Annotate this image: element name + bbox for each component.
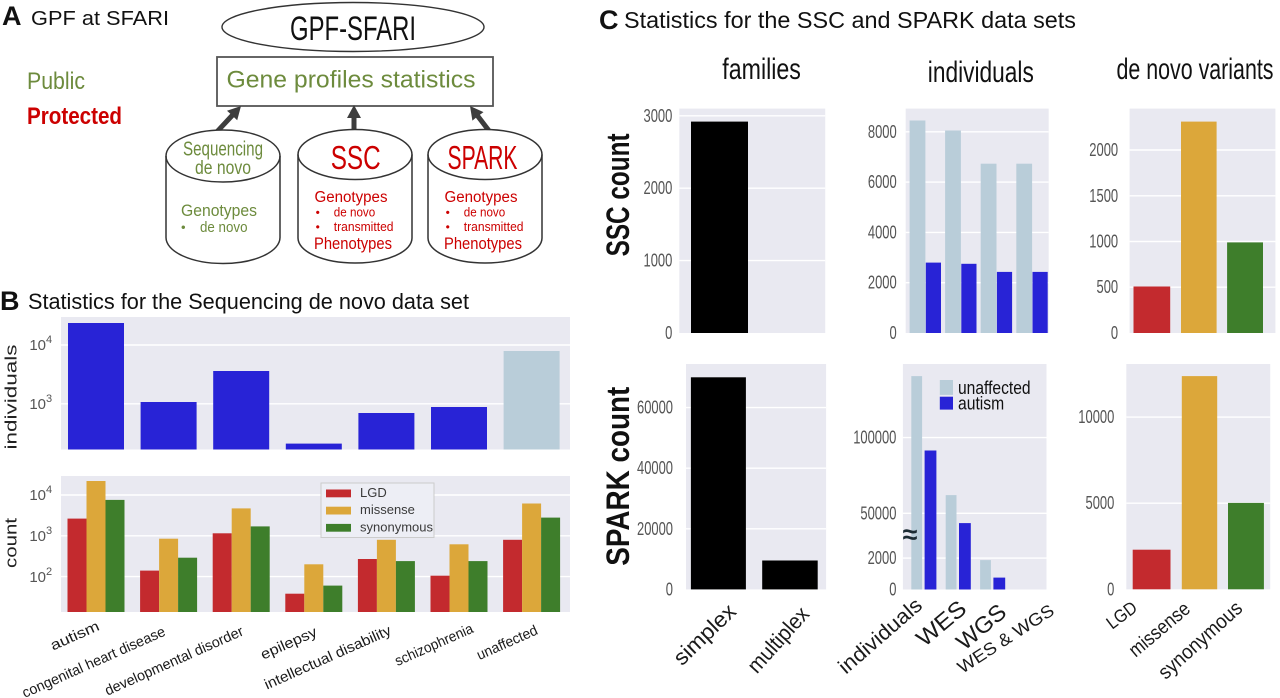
svg-text:50000: 50000 [860,503,896,523]
svg-text:de novo variants: de novo variants [1117,53,1274,86]
svg-text:missense: missense [360,502,415,517]
svg-text:10: 10 [29,528,46,545]
svg-text:6000: 6000 [868,172,897,192]
svg-text:2000: 2000 [868,273,897,293]
svg-text:GPF-SFARI: GPF-SFARI [290,10,416,48]
svg-text:C: C [599,5,619,35]
svg-text:families: families [722,53,801,86]
svg-text:synonymous: synonymous [360,519,433,534]
svg-text:≈: ≈ [903,520,918,550]
svg-text:•: • [446,220,450,234]
svg-text:de novo: de novo [195,158,251,179]
svg-text:0: 0 [665,323,672,343]
svg-text:3: 3 [46,393,52,405]
svg-text:B: B [0,286,20,316]
svg-text:•: • [446,206,450,220]
svg-text:2000: 2000 [868,548,897,568]
svg-text:100000: 100000 [853,428,896,448]
svg-text:8000: 8000 [868,122,897,142]
svg-text:autism: autism [958,394,1004,414]
svg-text:0: 0 [1107,579,1114,599]
svg-text:3: 3 [46,525,52,537]
svg-text:40000: 40000 [637,458,673,478]
svg-text:Public: Public [27,68,85,95]
svg-text:individuals: individuals [2,345,21,450]
svg-text:10: 10 [29,569,46,586]
svg-text:Phenotypes: Phenotypes [314,235,392,253]
svg-text:10000: 10000 [1078,407,1114,427]
svg-text:individuals: individuals [928,56,1034,89]
svg-text:1000: 1000 [644,251,673,271]
svg-text:Phenotypes: Phenotypes [444,235,522,253]
svg-text:0: 0 [889,580,896,600]
svg-text:5000: 5000 [1086,493,1115,513]
svg-text:Genotypes: Genotypes [445,189,518,206]
svg-text:•: • [181,220,186,235]
svg-text:0: 0 [890,323,897,343]
svg-text:4: 4 [46,484,52,496]
svg-text:3000: 3000 [644,106,673,126]
svg-text:SSC: SSC [331,140,381,177]
svg-text:de novo: de novo [334,205,375,220]
svg-text:transmitted: transmitted [334,219,394,234]
svg-text:2000: 2000 [1089,140,1118,160]
svg-text:2: 2 [46,566,52,578]
svg-text:de novo: de novo [200,220,248,236]
svg-text:de novo: de novo [464,205,505,220]
svg-text:Statistics for the Sequencing: Statistics for the Sequencing de novo da… [28,289,470,314]
svg-text:20000: 20000 [637,519,673,539]
svg-text:Gene profiles statistics: Gene profiles statistics [227,67,476,94]
svg-text:0: 0 [1111,323,1118,343]
svg-text:SSC count: SSC count [600,133,636,256]
svg-text:10: 10 [29,487,46,504]
svg-text:4: 4 [46,334,52,346]
svg-text:transmitted: transmitted [464,219,524,234]
svg-text:4000: 4000 [868,222,897,242]
svg-text:SPARK count: SPARK count [600,386,636,565]
svg-text:0: 0 [666,579,673,599]
svg-text:1500: 1500 [1089,186,1118,206]
svg-text:Genotypes: Genotypes [315,189,388,206]
svg-text:count: count [2,518,21,568]
svg-text:Sequencing: Sequencing [183,139,263,161]
svg-text:Statistics for the SSC and SPA: Statistics for the SSC and SPARK data se… [624,7,1076,33]
svg-text:Genotypes: Genotypes [181,201,257,220]
svg-text:Protected: Protected [27,103,122,130]
svg-text:•: • [316,206,320,220]
svg-text:2000: 2000 [644,178,673,198]
svg-text:A: A [2,1,22,31]
svg-text:LGD: LGD [360,485,387,500]
svg-text:500: 500 [1097,277,1119,297]
svg-text:10: 10 [29,337,46,354]
svg-text:SPARK: SPARK [448,140,518,177]
svg-text:10: 10 [29,396,46,413]
svg-text:unaffected: unaffected [958,378,1031,398]
svg-text:GPF at SFARI: GPF at SFARI [31,8,169,30]
svg-text:•: • [316,220,320,234]
svg-text:1000: 1000 [1089,232,1118,252]
svg-text:60000: 60000 [637,398,673,418]
